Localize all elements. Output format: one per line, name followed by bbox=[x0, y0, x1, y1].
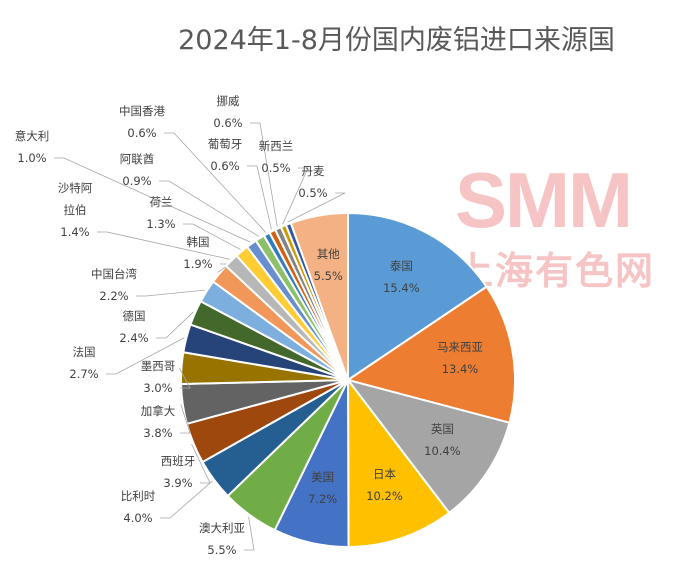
data-label-value-19: 0.6% bbox=[210, 159, 240, 173]
data-label-22: 丹麦 0.5% bbox=[298, 160, 327, 204]
leader-line-16 bbox=[54, 157, 251, 243]
data-label-14: 沙特阿拉伯 1.4% bbox=[55, 177, 95, 243]
data-label-name-18: 中国香港 bbox=[119, 104, 165, 118]
pie-slice-3 bbox=[346, 377, 451, 549]
data-label-value-0: 15.4% bbox=[383, 280, 420, 295]
leader-line-12 bbox=[136, 289, 205, 297]
data-label-23: 其他 5.5% bbox=[314, 243, 343, 287]
data-label-value-22: 0.5% bbox=[298, 186, 328, 200]
data-label-name-16: 意大利 bbox=[14, 129, 50, 143]
data-label-value-23: 5.5% bbox=[313, 269, 343, 284]
pie-slice-2 bbox=[345, 378, 511, 515]
data-label-17: 阿联酋 0.9% bbox=[120, 148, 155, 192]
data-label-name-1: 马来西亚 bbox=[436, 340, 483, 355]
data-label-value-9: 3.0% bbox=[143, 381, 173, 395]
data-label-name-13: 韩国 bbox=[186, 235, 210, 249]
data-label-name-19: 葡萄牙 bbox=[207, 137, 243, 151]
data-label-15: 荷兰 1.3% bbox=[146, 191, 175, 235]
data-label-name-3: 日本 bbox=[372, 466, 396, 481]
data-label-20: 挪威 0.6% bbox=[213, 90, 242, 134]
data-label-7: 西班牙 3.9% bbox=[161, 450, 196, 494]
data-label-13: 韩国 1.9% bbox=[183, 231, 212, 275]
data-label-value-18: 0.6% bbox=[127, 126, 157, 140]
data-label-name-14: 沙特阿拉伯 bbox=[57, 181, 93, 217]
data-label-name-21: 新西兰 bbox=[258, 139, 294, 153]
leader-line-18 bbox=[164, 132, 267, 233]
data-label-value-2: 10.4% bbox=[424, 444, 461, 459]
data-label-value-17: 0.9% bbox=[122, 174, 152, 188]
data-label-value-6: 4.0% bbox=[123, 511, 153, 525]
data-label-2: 英国 10.4% bbox=[424, 418, 461, 462]
leader-line-20 bbox=[250, 122, 278, 227]
data-label-value-15: 1.3% bbox=[146, 217, 176, 231]
data-label-value-8: 3.8% bbox=[143, 426, 173, 440]
data-label-name-9: 墨西哥 bbox=[140, 359, 176, 373]
leader-line-7 bbox=[191, 443, 211, 484]
data-label-value-10: 2.7% bbox=[69, 367, 99, 381]
data-label-10: 法国 2.7% bbox=[69, 341, 98, 385]
leader-line-5 bbox=[244, 516, 255, 551]
watermark-logo: SMM 上海有色网 bbox=[455, 156, 656, 293]
data-label-name-10: 法国 bbox=[72, 345, 96, 359]
data-label-1: 马来西亚 13.4% bbox=[437, 336, 483, 380]
data-label-name-7: 西班牙 bbox=[160, 454, 196, 468]
data-label-value-21: 0.5% bbox=[261, 161, 291, 175]
data-label-value-16: 1.0% bbox=[17, 151, 47, 165]
data-label-name-6: 比利时 bbox=[120, 489, 156, 503]
data-label-value-5: 5.5% bbox=[207, 543, 237, 557]
leader-line-19 bbox=[247, 165, 272, 230]
data-label-name-20: 挪威 bbox=[216, 94, 240, 108]
leader-line-9 bbox=[179, 367, 191, 389]
data-label-value-11: 2.4% bbox=[119, 331, 149, 345]
data-label-value-1: 13.4% bbox=[441, 362, 479, 377]
chart-title: 2024年1-8月份国内废铝进口来源国 bbox=[178, 25, 615, 56]
data-label-name-22: 丹麦 bbox=[301, 164, 325, 178]
data-label-value-20: 0.6% bbox=[213, 116, 243, 130]
data-label-value-14: 1.4% bbox=[60, 225, 90, 239]
data-label-name-8: 加拿大 bbox=[140, 404, 176, 418]
data-label-name-11: 德国 bbox=[122, 309, 146, 323]
data-label-name-2: 英国 bbox=[430, 422, 454, 437]
data-label-name-4: 美国 bbox=[311, 469, 335, 484]
leader-line-8 bbox=[180, 404, 191, 434]
pie-slice-0 bbox=[347, 211, 488, 382]
data-label-5: 澳大利亚 5.5% bbox=[199, 517, 245, 561]
data-label-name-23: 其他 bbox=[316, 247, 340, 262]
data-label-3: 日本 10.2% bbox=[366, 463, 403, 507]
leader-line-17 bbox=[159, 180, 260, 237]
data-label-11: 德国 2.4% bbox=[119, 305, 148, 349]
leader-line-10 bbox=[106, 337, 185, 375]
data-label-name-0: 泰国 bbox=[389, 258, 413, 273]
data-label-value-4: 7.2% bbox=[307, 491, 338, 506]
leader-line-15 bbox=[183, 223, 241, 250]
data-label-12: 中国台湾 2.2% bbox=[91, 263, 137, 307]
data-label-name-17: 阿联酋 bbox=[119, 152, 155, 166]
data-label-value-3: 10.2% bbox=[366, 488, 403, 503]
data-label-19: 葡萄牙 0.6% bbox=[208, 133, 243, 177]
data-label-value-13: 1.9% bbox=[183, 257, 213, 271]
data-label-18: 中国香港 0.6% bbox=[119, 100, 165, 144]
data-label-16: 意大利 1.0% bbox=[15, 125, 50, 169]
data-label-6: 比利时 4.0% bbox=[121, 485, 156, 529]
pie-slice-23 bbox=[289, 211, 349, 381]
data-label-4: 美国 7.2% bbox=[308, 466, 337, 510]
leader-line-14 bbox=[97, 231, 230, 260]
pie-slice-1 bbox=[345, 285, 516, 424]
data-label-name-5: 澳大利亚 bbox=[199, 521, 245, 535]
data-label-name-12: 中国台湾 bbox=[91, 267, 137, 281]
data-label-value-7: 3.9% bbox=[163, 476, 193, 490]
data-label-value-12: 2.2% bbox=[99, 289, 129, 303]
data-label-21: 新西兰 0.5% bbox=[259, 135, 294, 179]
data-label-name-15: 荷兰 bbox=[149, 195, 173, 209]
data-label-0: 泰国 15.4% bbox=[383, 255, 420, 299]
data-label-9: 墨西哥 3.0% bbox=[141, 355, 176, 399]
leader-line-11 bbox=[156, 311, 194, 339]
leader-line-22 bbox=[287, 192, 346, 223]
leader-line-6 bbox=[160, 480, 213, 519]
leader-line-21 bbox=[282, 167, 309, 225]
data-label-8: 加拿大 3.8% bbox=[141, 400, 176, 444]
